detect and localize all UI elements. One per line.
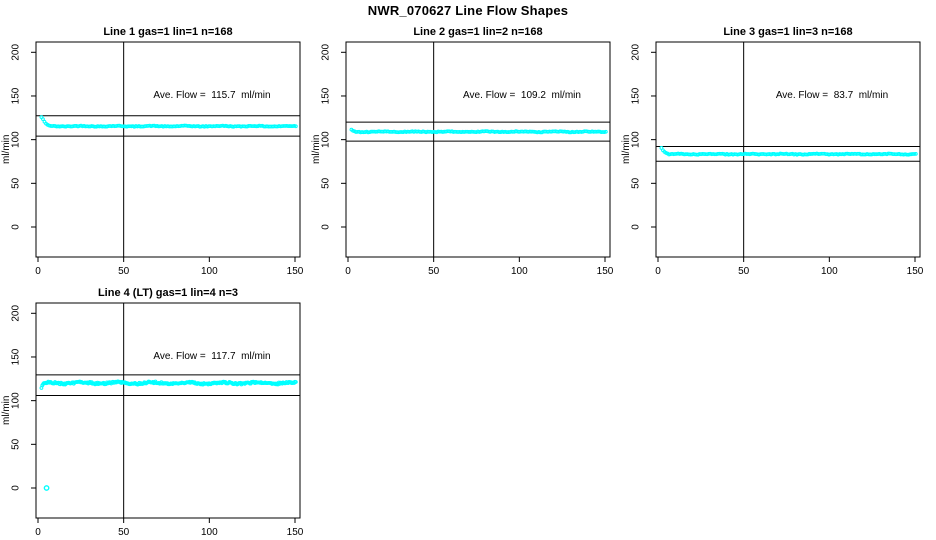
outlier-point	[43, 485, 50, 491]
data-points	[39, 115, 298, 129]
y-tick-label: 0	[11, 224, 22, 230]
y-tick-label: 150	[11, 348, 22, 365]
subplot-line-3: 0 50 100 150 0 50 100 150 200 Line 3 gas=1 lin=3…	[620, 25, 932, 283]
x-tick-label: 100	[511, 266, 528, 277]
y-tick-label: 150	[321, 87, 332, 104]
subplot-2-ave-flow-annotation: Ave. Flow = 109.2 ml/min	[463, 90, 581, 101]
y-tick-label: 0	[321, 224, 332, 230]
subplot-2-y-axis-label: ml/min	[311, 134, 322, 165]
subplot-1-title: Line 1 gas=1 lin=1 n=168	[103, 26, 233, 38]
x-tick-label: 0	[35, 266, 41, 277]
y-tick-label: 200	[321, 44, 332, 61]
y-tick-label: 100	[11, 392, 22, 409]
data-points	[349, 127, 608, 135]
plot-box	[35, 41, 301, 258]
x-tick-label: 50	[118, 527, 130, 538]
x-tick-label: 50	[738, 266, 750, 277]
y-tick-label: 200	[631, 44, 642, 61]
x-tick-label: 150	[907, 266, 924, 277]
x-tick-label: 50	[118, 266, 130, 277]
y-tick-label: 50	[11, 177, 22, 189]
y-tick-label: 150	[11, 87, 22, 104]
subplot-1-y-axis-label: ml/min	[1, 134, 12, 165]
figure-title: NWR_070627 Line Flow Shapes	[367, 3, 569, 18]
plot-box	[345, 41, 611, 258]
x-tick-label: 150	[287, 527, 304, 538]
y-tick-label: 100	[11, 131, 22, 148]
plot-box	[35, 302, 301, 519]
x-tick-label: 100	[821, 266, 838, 277]
y-tick-label: 0	[631, 224, 642, 230]
y-tick-label: 0	[11, 485, 22, 491]
x-tick-label: 150	[597, 266, 614, 277]
y-tick-label: 200	[11, 44, 22, 61]
subplot-2-title: Line 2 gas=1 lin=2 n=168	[413, 26, 543, 38]
plot-canvas-1: 0 50 100 150 0 50 100 150 200	[11, 41, 304, 277]
subplot-4-title: Line 4 (LT) gas=1 lin=4 n=3	[97, 287, 239, 299]
plot-canvas-2: 0 50 100 150 0 50 100 150 200	[321, 41, 614, 277]
x-tick-label: 50	[428, 266, 440, 277]
y-tick-label: 200	[11, 305, 22, 322]
subplot-line-2: 0 50 100 150 0 50 100 150 200 Line 2 gas=1 lin=2…	[310, 25, 622, 283]
subplot-3-ave-flow-annotation: Ave. Flow = 83.7 ml/min	[775, 90, 889, 101]
y-tick-label: 50	[321, 177, 332, 189]
x-tick-label: 100	[201, 527, 218, 538]
y-tick-label: 100	[321, 131, 332, 148]
subplot-3-y-axis-label: ml/min	[621, 134, 632, 165]
subplot-3-title: Line 3 gas=1 lin=3 n=168	[723, 26, 853, 38]
subplot-line-1: 0 50 100 150 0 50 100 150 200 Line 1 gas=1 lin=1…	[0, 25, 312, 283]
x-tick-label: 0	[35, 527, 41, 538]
data-points	[659, 146, 918, 157]
y-tick-label: 50	[11, 438, 22, 450]
y-tick-label: 150	[631, 87, 642, 104]
y-tick-label: 100	[631, 131, 642, 148]
x-tick-label: 0	[345, 266, 351, 277]
data-points	[39, 379, 298, 491]
subplot-4-y-axis-label: ml/min	[1, 395, 12, 426]
subplot-4-ave-flow-annotation: Ave. Flow = 117.7 ml/min	[153, 351, 271, 362]
plot-canvas-4: 0 50 100 150 0 50 100 150 200	[11, 302, 304, 538]
y-tick-label: 50	[631, 177, 642, 189]
subplot-line-4: 0 50 100 150 0 50 100 150 200 Line 4 (LT) gas=1 …	[0, 286, 312, 540]
plot-box	[655, 41, 921, 258]
x-tick-label: 0	[655, 266, 661, 277]
x-tick-label: 100	[201, 266, 218, 277]
x-tick-label: 150	[287, 266, 304, 277]
plot-canvas-3: 0 50 100 150 0 50 100 150 200	[631, 41, 924, 277]
subplot-1-ave-flow-annotation: Ave. Flow = 115.7 ml/min	[153, 90, 271, 101]
